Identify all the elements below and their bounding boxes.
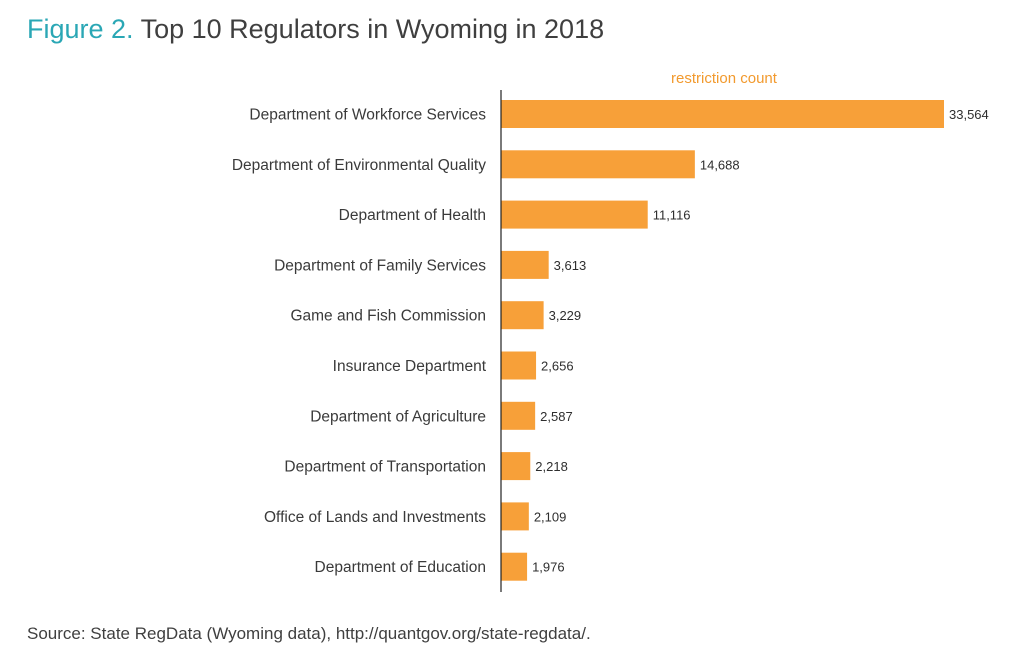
- category-label-department-of-workforce-services: Department of Workforce Services: [249, 107, 486, 124]
- category-label-department-of-transportation: Department of Transportation: [284, 459, 486, 476]
- bar-department-of-transportation: [501, 452, 531, 481]
- value-label-department-of-transportation: 2,218: [535, 459, 568, 474]
- category-label-department-of-health: Department of Health: [339, 207, 486, 224]
- bar-department-of-family-services: [501, 250, 549, 279]
- bar-department-of-education: [501, 552, 528, 581]
- bar-department-of-health: [501, 200, 648, 229]
- category-label-department-of-agriculture: Department of Agriculture: [310, 408, 486, 425]
- bar-series: Department of Workforce Services 33,564 De…: [232, 100, 989, 581]
- value-label-department-of-workforce-services: 33,564: [949, 107, 989, 122]
- category-label-insurance-department: Insurance Department: [333, 358, 487, 375]
- category-label-office-of-lands-and-investments: Office of Lands and Investments: [264, 509, 486, 526]
- figure-label: Figure 2.: [27, 14, 134, 44]
- source-note: Source: State RegData (Wyoming data), ht…: [27, 624, 591, 643]
- value-label-insurance-department: 2,656: [541, 359, 574, 374]
- figure-title-text: Top 10 Regulators in Wyoming in 2018: [140, 14, 605, 44]
- value-label-department-of-education: 1,976: [532, 560, 565, 575]
- category-label-department-of-family-services: Department of Family Services: [274, 257, 486, 274]
- bar-department-of-environmental-quality: [501, 150, 695, 179]
- value-label-game-and-fish-commission: 3,229: [549, 308, 582, 323]
- figure-title: Figure 2. Top 10 Regulators in Wyoming i…: [27, 12, 604, 46]
- measure-label: restriction count: [671, 70, 778, 87]
- bar-department-of-agriculture: [501, 401, 536, 430]
- category-label-game-and-fish-commission: Game and Fish Commission: [290, 308, 486, 325]
- value-label-department-of-health: 11,116: [653, 208, 691, 223]
- bar-game-and-fish-commission: [501, 301, 544, 330]
- bar-department-of-workforce-services: [501, 100, 944, 128]
- value-label-department-of-environmental-quality: 14,688: [700, 157, 740, 172]
- bar-insurance-department: [501, 351, 537, 380]
- value-label-department-of-agriculture: 2,587: [540, 409, 573, 424]
- bar-office-of-lands-and-investments: [501, 502, 529, 531]
- category-label-department-of-education: Department of Education: [315, 559, 486, 576]
- value-label-department-of-family-services: 3,613: [554, 258, 587, 273]
- value-label-office-of-lands-and-investments: 2,109: [534, 509, 567, 524]
- category-label-department-of-environmental-quality: Department of Environmental Quality: [232, 157, 486, 174]
